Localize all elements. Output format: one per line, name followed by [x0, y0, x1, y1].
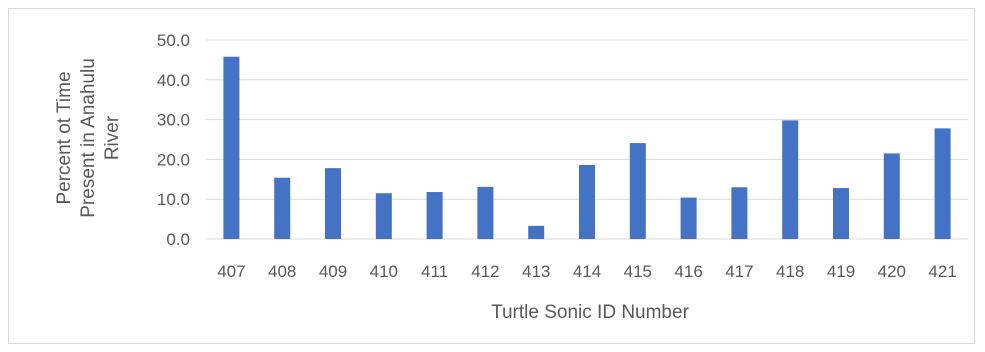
x-axis-title: Turtle Sonic ID Number: [491, 302, 689, 323]
x-tick-label: 408: [268, 262, 296, 281]
x-tick-label: 418: [776, 262, 804, 281]
y-tick-label: 0.0: [166, 230, 190, 249]
x-tick-label: 410: [370, 262, 398, 281]
bar-420: [883, 153, 900, 239]
x-tick-label: 412: [471, 262, 499, 281]
y-tick-label: 10.0: [157, 190, 190, 209]
bar-417: [731, 187, 748, 239]
bar-413: [528, 225, 545, 239]
bar-421: [934, 128, 951, 239]
x-tick-label: 417: [725, 262, 753, 281]
bar-409: [325, 168, 341, 239]
x-tick-label: 419: [827, 262, 855, 281]
y-tick-label: 50.0: [157, 31, 190, 50]
bars: [223, 56, 951, 239]
bar-410: [375, 193, 392, 239]
bar-407: [223, 56, 240, 239]
x-tick-label: 415: [624, 262, 652, 281]
bar-415: [629, 143, 646, 239]
x-tick-label: 420: [878, 262, 906, 281]
x-tick-label: 416: [674, 262, 702, 281]
bar-419: [833, 188, 849, 239]
chart-frame: [8, 8, 975, 344]
y-axis-title-line-1: Percent ot Time: [54, 71, 75, 204]
bar-408: [274, 177, 291, 239]
y-axis-ticks: 0.0 10.0 20.0 30.0 40.0 50.0: [157, 31, 190, 249]
x-tick-label: 407: [217, 262, 245, 281]
y-tick-label: 20.0: [157, 150, 190, 169]
x-tick-label: 411: [421, 262, 448, 281]
x-tick-label: 413: [522, 262, 550, 281]
y-axis-title-line-3: River: [102, 115, 123, 160]
x-tick-label: 409: [319, 262, 347, 281]
y-tick-label: 40.0: [157, 71, 190, 90]
y-axis-title-line-2: Present in Anahulu: [78, 58, 99, 218]
bar-416: [680, 197, 697, 239]
y-tick-label: 30.0: [157, 111, 190, 130]
x-tick-label: 414: [573, 262, 601, 281]
bar-412: [477, 186, 494, 239]
y-axis-title: Percent ot Time Present in Anahulu River: [54, 58, 123, 218]
x-axis-ticks: 407 408 409 410 411 412 413 414 415 416 417 418 419 4…: [217, 262, 957, 281]
bar-411: [426, 192, 443, 239]
x-tick-label: 421: [928, 262, 956, 281]
bar-418: [782, 120, 799, 239]
bar-414: [579, 164, 595, 239]
